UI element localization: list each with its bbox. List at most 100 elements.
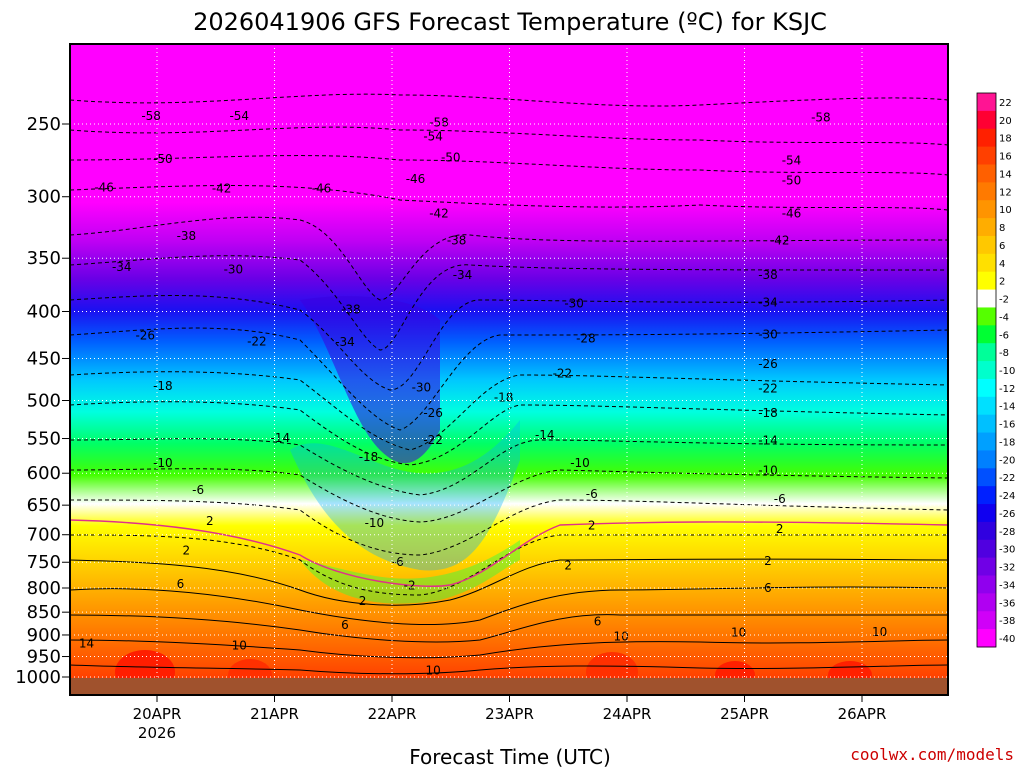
- contour-label: -10: [758, 464, 778, 478]
- y-tick-label: 400: [27, 301, 61, 322]
- contour-label: -10: [570, 456, 590, 470]
- contour-label: 6: [341, 618, 349, 632]
- cold-trough-upper: [300, 296, 440, 464]
- colorbar-tick-label: 2: [999, 277, 1005, 288]
- y-tick-label: 950: [27, 647, 61, 668]
- contour-label: -46: [94, 180, 114, 194]
- colorbar-tick-label: -14: [999, 402, 1015, 413]
- contour-label: -38: [341, 302, 361, 316]
- colorbar-tick-label: 14: [999, 169, 1012, 180]
- colorbar-tick-label: -12: [999, 384, 1015, 395]
- colorbar-tick-label: -32: [999, 563, 1015, 574]
- colorbar-swatch: [977, 629, 996, 648]
- y-tick-label: 600: [27, 463, 61, 484]
- y-tick-label: 1000: [15, 667, 61, 688]
- credit-link[interactable]: coolwx.com/models: [850, 745, 1014, 764]
- x-axis-year: 2026: [138, 724, 176, 742]
- colorbar-tick-label: -38: [999, 616, 1015, 627]
- x-axis: 20APR 21APR 22APR 23APR 24APR 25APR 26APR: [133, 695, 886, 723]
- colorbar-swatch: [977, 307, 996, 326]
- contour-label: -26: [135, 329, 155, 343]
- y-tick-label: 450: [27, 348, 61, 369]
- y-tick-label: 800: [27, 578, 61, 599]
- y-tick-label: 300: [27, 187, 61, 208]
- x-tick-label: 23APR: [485, 705, 534, 723]
- colorbar-tick-label: 16: [999, 152, 1012, 163]
- contour-label: -26: [758, 357, 778, 371]
- contour-label: -58: [141, 109, 161, 123]
- contour-label: -58: [429, 115, 449, 129]
- contour-label: -34: [453, 268, 473, 282]
- y-tick-label: 650: [27, 495, 61, 516]
- contour-label: 2: [359, 594, 367, 608]
- y-tick-label: 850: [27, 602, 61, 623]
- contour-label: -58: [811, 111, 831, 125]
- colorbar-tick-label: -36: [999, 598, 1015, 609]
- colorbar-swatch: [977, 128, 996, 148]
- temperature-field: [70, 44, 948, 695]
- contour-label: -46: [312, 182, 332, 196]
- colorbar-swatch: [977, 182, 996, 201]
- contour-label: -30: [758, 328, 778, 342]
- contour-label: 2: [764, 554, 772, 568]
- colorbar-swatch: [977, 575, 996, 594]
- colorbar-swatch: [977, 218, 996, 237]
- contour-label: -2: [404, 578, 416, 592]
- colorbar-swatch: [977, 271, 996, 291]
- colorbar-tick-label: -4: [999, 312, 1009, 323]
- colorbar-tick-label: -22: [999, 473, 1015, 484]
- contour-label: -54: [423, 130, 443, 144]
- cold-trough-mid: [290, 420, 520, 571]
- colorbar-swatch: [977, 593, 996, 612]
- contour-label: -18: [153, 379, 173, 393]
- colorbar-swatch: [977, 164, 996, 183]
- contour-label: -54: [229, 109, 249, 123]
- y-tick-label: 500: [27, 391, 61, 412]
- colorbar-tick-label: -20: [999, 455, 1015, 466]
- colorbar-swatch: [977, 289, 996, 308]
- contour-label: 2: [183, 543, 191, 557]
- colorbar-tick-label: -8: [999, 348, 1009, 359]
- colorbar-swatch: [977, 200, 996, 219]
- contour-label: -34: [112, 260, 132, 274]
- contour-label: -34: [758, 295, 778, 309]
- contour-label: -18: [494, 390, 514, 404]
- contour-label: -34: [335, 335, 355, 349]
- contour-label: -14: [535, 428, 555, 442]
- colorbar-swatch: [977, 253, 996, 273]
- colorbar-swatch: [977, 432, 996, 451]
- contour-label: 10: [731, 626, 746, 640]
- contour-label: 6: [177, 577, 185, 591]
- x-tick-label: 25APR: [720, 705, 769, 723]
- colorbar-tick-label: -34: [999, 580, 1015, 591]
- contour-label: -6: [586, 487, 598, 501]
- colorbar-swatch: [977, 504, 996, 523]
- colorbar-tick-label: 10: [999, 205, 1012, 216]
- colorbar-tick-label: -10: [999, 366, 1015, 377]
- contour-label: -22: [758, 381, 778, 395]
- colorbar-swatch: [977, 396, 996, 416]
- contour-lines: [70, 93, 948, 675]
- colorbar-tick-label: -18: [999, 437, 1015, 448]
- colorbar-tick-label: -2: [999, 295, 1009, 306]
- contour-label: -42: [429, 207, 449, 221]
- contour-label: -50: [441, 151, 461, 165]
- colorbar-swatch: [977, 343, 996, 362]
- colorbar-swatch: [977, 146, 996, 165]
- y-tick-label: 750: [27, 552, 61, 573]
- y-tick-label: 550: [27, 429, 61, 450]
- colorbar-tick-label: -30: [999, 545, 1015, 556]
- colorbar-swatch: [977, 325, 996, 344]
- colorbar-swatch: [977, 235, 996, 255]
- colorbar: 22 20 18 16 14 12 10 8 6 4 2 -2 -4 -6 -8 -10 -12 -14 -16 -1…: [976, 92, 1015, 648]
- colorbar-tick-label: 20: [999, 116, 1012, 127]
- contour-label: -38: [447, 234, 467, 248]
- contour-label: -14: [271, 431, 291, 445]
- y-tick-label: 350: [27, 248, 61, 269]
- contour-label: -10: [365, 516, 385, 530]
- colorbar-swatch: [977, 361, 996, 380]
- chart-title: 2026041906 GFS Forecast Temperature (ºC)…: [193, 8, 827, 36]
- colorbar-tick-label: 12: [999, 187, 1012, 198]
- colorbar-swatch: [977, 450, 996, 469]
